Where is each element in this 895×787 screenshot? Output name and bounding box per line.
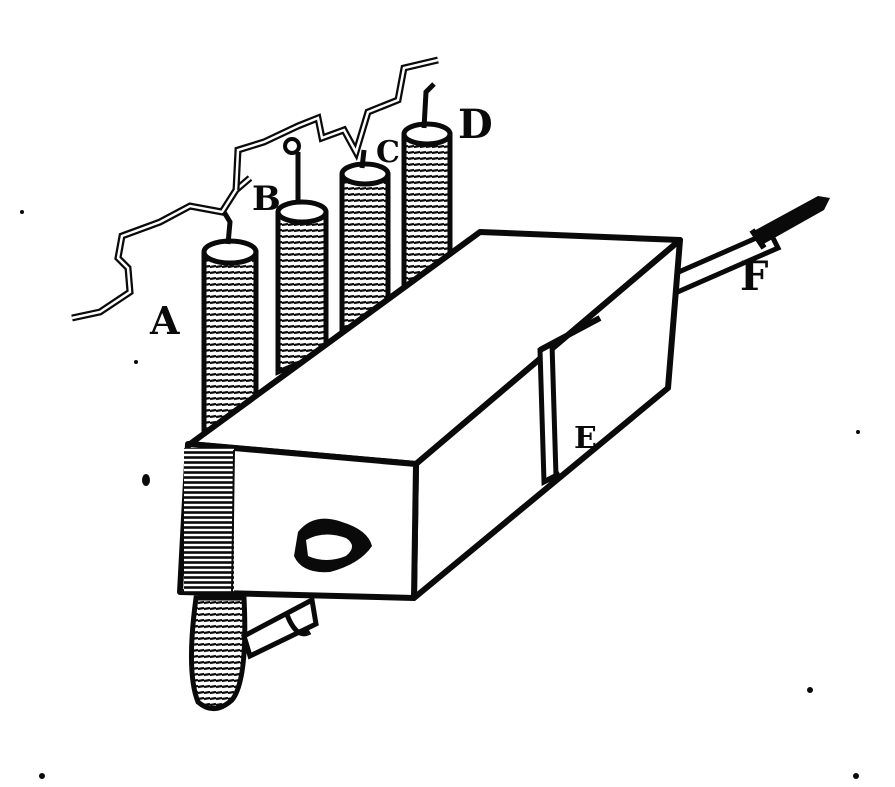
box-front-shading bbox=[184, 448, 234, 592]
ink-specks bbox=[20, 210, 860, 779]
front-hole bbox=[294, 518, 372, 573]
wire-left-inner bbox=[71, 177, 251, 320]
bottom-support bbox=[241, 596, 319, 660]
shading-edge bbox=[231, 449, 235, 595]
wire-top-inner bbox=[234, 58, 439, 191]
label-f: F bbox=[740, 253, 768, 300]
label-b: B bbox=[252, 179, 281, 219]
tube-b bbox=[275, 137, 329, 376]
slider-e bbox=[537, 315, 602, 486]
label-d: D bbox=[458, 101, 493, 148]
label-e: E bbox=[574, 421, 597, 456]
tube-c bbox=[339, 149, 391, 334]
label-a: A bbox=[149, 298, 180, 343]
bottom-funnel bbox=[188, 595, 248, 711]
tube-a bbox=[201, 210, 259, 440]
label-c: C bbox=[376, 135, 400, 170]
